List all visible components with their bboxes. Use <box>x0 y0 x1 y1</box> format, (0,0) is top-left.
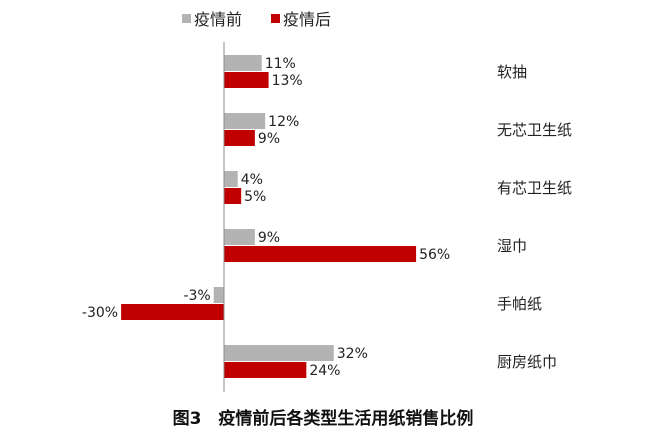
data-label: 56% <box>419 247 450 263</box>
data-label: 5% <box>244 189 266 205</box>
bar-before <box>224 113 266 129</box>
data-label: 12% <box>268 114 299 130</box>
data-label: 11% <box>265 56 296 72</box>
data-label: -3% <box>183 288 210 304</box>
bar-after <box>224 246 417 262</box>
legend-swatch <box>182 14 191 23</box>
data-label: 32% <box>337 346 368 362</box>
legend: 疫情前 疫情后 <box>182 10 331 29</box>
bar-before <box>213 287 224 303</box>
category-label: 无芯卫生纸 <box>497 121 572 139</box>
chart-title: 图3 疫情前后各类型生活用纸销售比例 <box>173 408 474 429</box>
legend-label: 疫情后 <box>283 10 331 29</box>
legend-label: 疫情前 <box>194 10 242 29</box>
bar-after <box>121 304 224 320</box>
bar-after <box>224 188 242 204</box>
bar-before <box>224 171 238 187</box>
bar-after <box>224 362 307 378</box>
bar-after <box>224 72 269 88</box>
data-label: 24% <box>309 363 340 379</box>
data-label: 9% <box>258 131 280 147</box>
data-label: 13% <box>272 73 303 89</box>
category-label: 有芯卫生纸 <box>497 179 572 197</box>
data-label: 9% <box>258 230 280 246</box>
bar-before <box>224 229 255 245</box>
bar-after <box>224 130 255 146</box>
bar-before <box>224 55 262 71</box>
legend-swatch <box>271 14 280 23</box>
data-label: 4% <box>241 172 263 188</box>
bars: 11%13%12%9%4%5%9%56%-3%-30%32%24% <box>82 55 450 379</box>
bar-before <box>224 345 334 361</box>
data-label: -30% <box>82 305 118 321</box>
category-label: 厨房纸巾 <box>497 353 557 371</box>
category-label: 软抽 <box>497 63 527 81</box>
category-label: 湿巾 <box>497 237 527 255</box>
category-label: 手帕纸 <box>497 295 542 313</box>
